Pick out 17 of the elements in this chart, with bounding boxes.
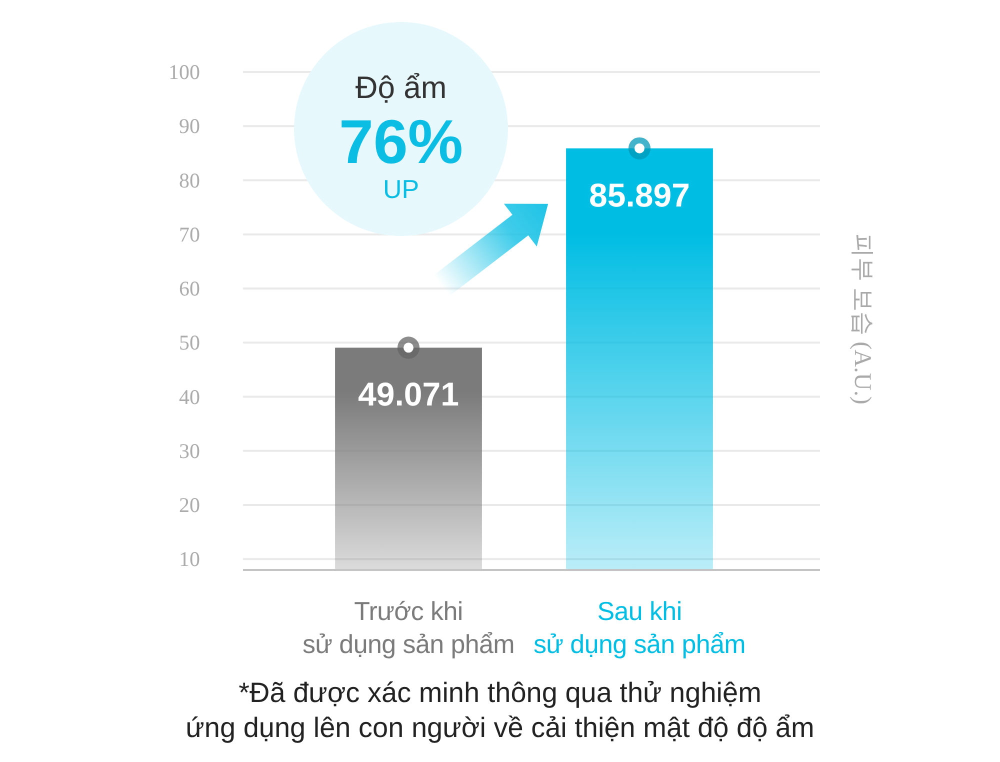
y-tick-label: 60 (179, 276, 200, 301)
x-tick-label: Sau khi sử dụng sản phẩm (533, 596, 746, 659)
data-label: 49.071 (358, 376, 459, 413)
y-axis-title: 피부 보습 (A.U.) (849, 234, 875, 404)
y-tick-label: 70 (179, 222, 200, 246)
y-tick-label: 20 (179, 493, 200, 518)
data-label: 85.897 (589, 176, 690, 214)
y-tick-label: 10 (179, 547, 200, 572)
annotation: Độ ẩm 76% UP (338, 70, 464, 204)
y-tick-label: 40 (179, 384, 200, 409)
y-tick-label: 80 (179, 168, 200, 192)
y-tick-label: 30 (179, 438, 200, 463)
y-tick-label: 90 (179, 114, 200, 138)
x-tick-label: Trước khi sử dụng sản phẩm (302, 596, 515, 659)
y-tick-label: 100 (168, 60, 200, 84)
text: *Đã được xác minh thông qua thử nghiệm ứng dụng lên con người về cải thiện mật độ độ ẩm (186, 677, 814, 743)
y-tick-label: 50 (179, 330, 200, 355)
